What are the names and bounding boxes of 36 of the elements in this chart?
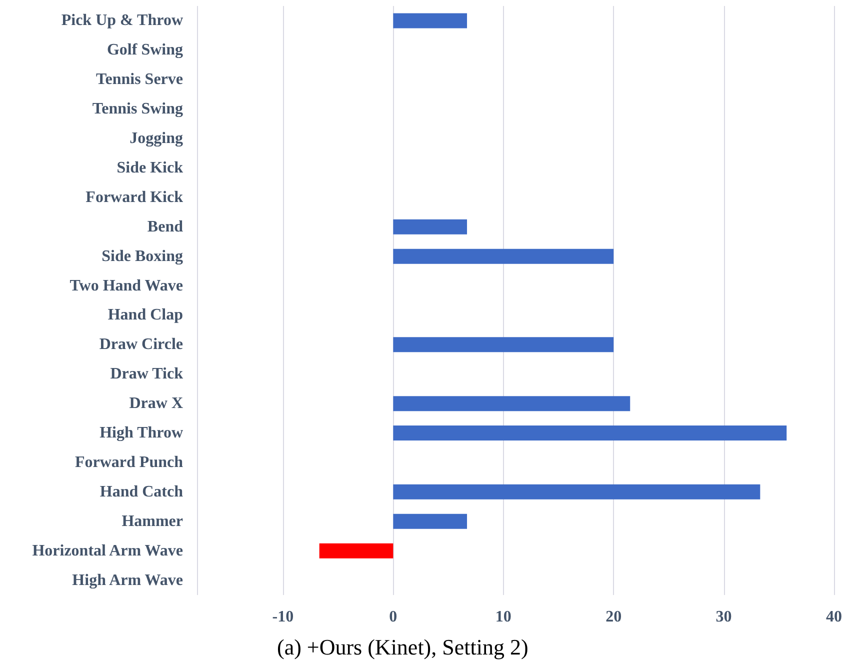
y-tick-label: Draw Tick: [110, 366, 184, 383]
y-tick-label: High Throw: [100, 424, 184, 442]
y-tick-label: Hand Catch: [100, 483, 184, 500]
y-tick-label: Bend: [147, 218, 184, 236]
y-tick-label: Side Boxing: [102, 248, 183, 265]
bar: [393, 248, 614, 264]
y-tick-label: Two Hand Wave: [70, 277, 183, 294]
bar: [393, 514, 468, 529]
x-tick-label: 0: [389, 608, 398, 626]
x-tick-label: 20: [606, 608, 622, 626]
y-tick-label: Tennis Swing: [92, 100, 183, 118]
y-tick-label: Golf Swing: [106, 42, 183, 59]
y-tick-label: Forward Kick: [86, 188, 184, 206]
bar: [393, 337, 614, 352]
bar: [393, 484, 760, 500]
y-tick-label: Forward Punch: [75, 454, 184, 471]
x-tick-label: -10: [272, 608, 294, 626]
y-tick-label: Draw Circle: [99, 336, 183, 354]
bar: [393, 426, 787, 441]
y-tick-label: Tennis Serve: [96, 71, 183, 88]
y-tick-label: Horizontal Arm Wave: [32, 542, 183, 560]
y-tick-label: Jogging: [130, 130, 183, 148]
y-tick-label: Hammer: [122, 512, 183, 530]
text: (a) +Ours (Kinet), Setting 2): [277, 634, 528, 660]
bar: [393, 219, 468, 234]
bar: [393, 396, 630, 412]
y-tick-label: Side Kick: [116, 159, 184, 176]
y-tick-label: Pick Up & Throw: [61, 12, 184, 30]
x-tick-label: 40: [826, 608, 842, 626]
x-tick-label: 10: [495, 608, 512, 626]
bar: [319, 543, 394, 558]
y-tick-label: High Arm Wave: [72, 572, 183, 589]
y-tick-label: Hand Clap: [108, 306, 184, 324]
y-tick-label: Draw X: [129, 395, 184, 412]
bar: [393, 13, 468, 28]
x-tick-label: 30: [716, 608, 732, 626]
